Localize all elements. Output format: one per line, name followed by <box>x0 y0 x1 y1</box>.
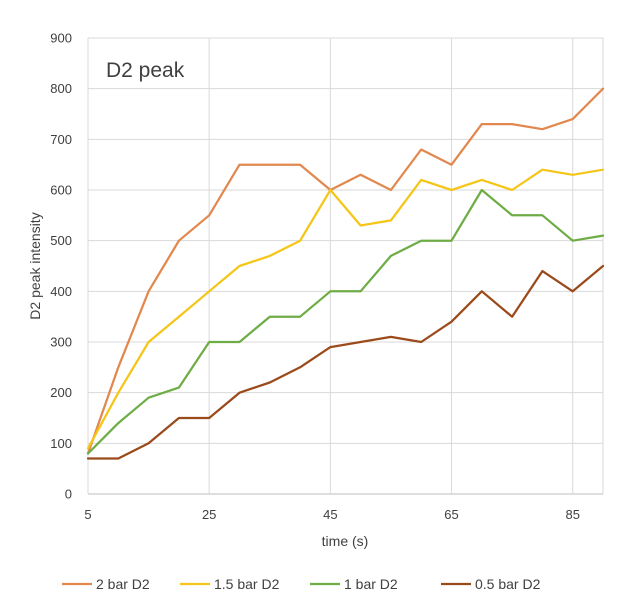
x-tick-label: 85 <box>565 507 579 522</box>
y-tick-label: 600 <box>50 183 72 198</box>
legend-label: 0.5 bar D2 <box>475 576 541 592</box>
y-axis-title: D2 peak intensity <box>27 212 43 319</box>
legend-label: 1 bar D2 <box>344 576 398 592</box>
x-tick-label: 5 <box>84 507 91 522</box>
y-tick-label: 800 <box>50 81 72 96</box>
series-lines <box>86 87 605 460</box>
y-tick-label: 900 <box>50 31 72 46</box>
legend: 2 bar D2 1.5 bar D2 1 bar D2 0.5 bar D2 <box>62 576 541 592</box>
chart-title: D2 peak <box>106 59 185 82</box>
y-tick-label: 100 <box>50 436 72 451</box>
x-axis-title: time (s) <box>322 533 369 549</box>
y-tick-label: 0 <box>65 487 72 502</box>
series-line-0-5-bar-d2 <box>86 264 605 460</box>
x-tick-label: 45 <box>323 507 337 522</box>
x-tick-label: 25 <box>202 507 216 522</box>
y-tick-label: 200 <box>50 385 72 400</box>
series-line-2-bar-d2 <box>86 87 605 455</box>
legend-label: 1.5 bar D2 <box>214 576 280 592</box>
series-line-1-bar-d2 <box>86 188 605 455</box>
series-line-1-5-bar-d2 <box>86 168 605 450</box>
grid-lines <box>87 37 604 495</box>
x-tick-label: 65 <box>444 507 458 522</box>
y-tick-label: 400 <box>50 284 72 299</box>
tick-labels: 0 100 200 300 400 500 600 700 800 900 5 25 45 65 85 <box>50 31 580 523</box>
y-tick-label: 300 <box>50 335 72 350</box>
legend-label: 2 bar D2 <box>96 576 150 592</box>
y-tick-label: 700 <box>50 132 72 147</box>
y-tick-label: 500 <box>50 233 72 248</box>
